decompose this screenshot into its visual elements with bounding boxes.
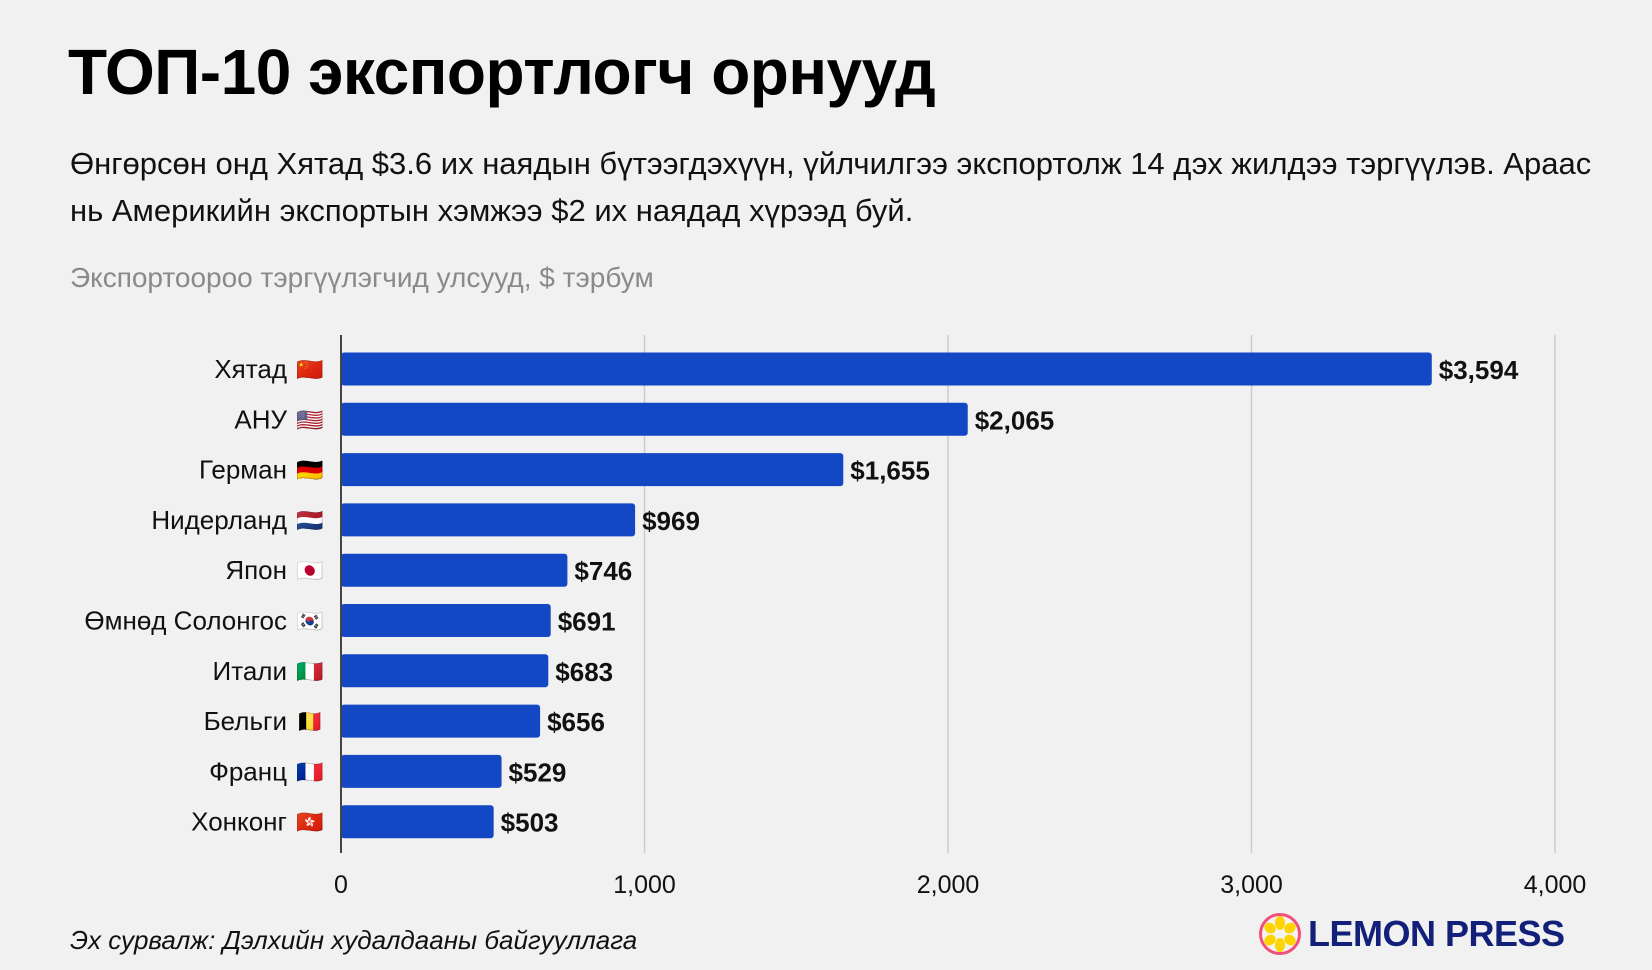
value-label: $656 [547,707,605,737]
lemon-press-logo: LEMON PRESS [1258,912,1565,956]
value-label: $691 [558,607,616,637]
lemon-icon [1259,913,1301,955]
flag-icon: 🇰🇷 [296,610,323,635]
flag-icon: 🇭🇰 [296,811,323,836]
bar [341,604,551,637]
value-label: $2,065 [975,405,1055,435]
flag-icon: 🇯🇵 [296,559,323,584]
category-label: Хятад [214,354,287,384]
unit-label: Экспортоороо тэргүүлэгчид улсууд, $ тэрб… [70,262,654,293]
category-label: Хонконг [191,807,287,837]
value-label: $1,655 [850,456,930,486]
value-label: $746 [574,556,632,586]
flag-icon: 🇳🇱 [296,509,323,534]
flag-icon: 🇮🇹 [296,660,323,685]
x-tick-label: 2,000 [917,871,980,899]
flag-icon: 🇨🇳 [296,358,323,383]
bar [341,453,844,487]
source-note: Эх сурвалж: Дэлхийн худалдааны байгуулла… [70,925,638,955]
bar-chart: 0 1,000 2,000 3,000 4,000 Хятад 🇨🇳 $3,594 АНУ 🇺🇸 $… [84,335,1587,899]
x-tick-label: 3,000 [1220,871,1283,899]
value-label: $683 [555,657,613,687]
bar [341,402,968,436]
chart-title: ТОП-10 экспортлогч орнууд [68,36,936,108]
bar [341,553,568,587]
category-label: Өмнөд Солонгос [84,606,287,636]
flag-icon: 🇩🇪 [296,459,323,484]
flag-icon: 🇺🇸 [296,408,323,433]
category-label: Япон [225,555,287,585]
category-label: АНУ [234,404,287,434]
bar [341,805,494,839]
category-label: Герман [199,455,287,485]
bar [341,654,549,688]
x-tick-label: 4,000 [1524,871,1587,899]
bar [341,503,636,537]
value-label: $969 [642,506,700,536]
category-label: Франц [209,756,287,786]
flag-icon: 🇫🇷 [296,760,323,785]
category-label: Итали [213,656,287,686]
x-tick-label: 1,000 [613,871,676,899]
value-label: $3,594 [1439,355,1519,385]
logo-text: LEMON PRESS [1308,913,1565,954]
value-label: $503 [501,808,559,838]
bar [341,352,1432,386]
category-label: Нидерланд [151,505,287,535]
x-tick-label: 0 [334,871,348,899]
value-label: $529 [509,757,567,787]
flag-icon: 🇧🇪 [296,709,323,735]
bar [341,704,541,738]
category-label: Бельги [204,706,287,736]
bar [341,754,502,788]
chart-subtitle: Өнгөрсөн онд Хятад $3.6 их наядын бүтээг… [70,146,1592,228]
